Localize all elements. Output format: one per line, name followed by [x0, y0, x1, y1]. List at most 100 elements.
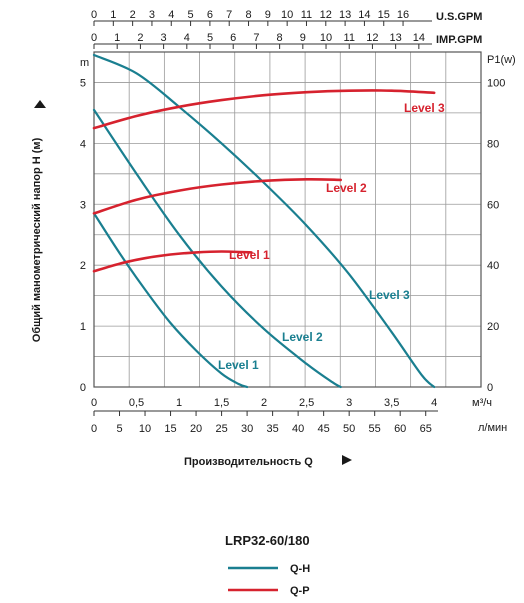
- impgpm-tick-label: 9: [300, 32, 306, 44]
- usgpm-tick-label: 7: [226, 9, 232, 21]
- qp-level-3-label: Level 3: [404, 101, 445, 115]
- impgpm-tick-label: 13: [390, 32, 402, 44]
- y2-tick-label: 40: [487, 260, 499, 272]
- usgpm-tick-label: 14: [358, 9, 370, 21]
- legend-label-q-h: Q-H: [290, 563, 310, 575]
- qh-level-2-label: Level 2: [282, 330, 323, 344]
- usgpm-tick-label: 10: [281, 9, 293, 21]
- x-axis-title: Производительность Q: [184, 456, 313, 468]
- impgpm-tick-label: 12: [366, 32, 378, 44]
- usgpm-tick-label: 4: [168, 9, 174, 21]
- impgpm-tick-label: 11: [344, 32, 355, 44]
- qh-level-2-curve: [92, 108, 342, 389]
- x-tick-label-m3h: 1,5: [214, 397, 229, 409]
- plot-grid: [94, 51, 481, 387]
- y-tick-label: 1: [80, 321, 86, 333]
- x-tick-label-m3h: 3: [346, 397, 352, 409]
- lmin-unit: л/мин: [478, 422, 507, 434]
- y2-axis-ticks: 0 20 40 60 80 100: [487, 77, 505, 394]
- usgpm-tick-label: 3: [149, 9, 155, 21]
- x-axis-arrow-icon: [342, 455, 352, 465]
- usgpm-tick-label: 16: [397, 9, 409, 21]
- x-tick-label-lmin: 15: [164, 423, 176, 435]
- x-tick-label-m3h: 0: [91, 397, 97, 409]
- impgpm-tick-label: 2: [137, 32, 143, 44]
- series-group: [92, 53, 436, 389]
- x-tick-label-lmin: 55: [369, 423, 381, 435]
- x-tick-label-lmin: 30: [241, 423, 253, 435]
- qh-level-3-curve: [92, 53, 436, 389]
- usgpm-tick-label: 2: [130, 9, 136, 21]
- top-scale-ticks: 0 1 2 3 4 5 6 7 8 9 10 11 12 13 14 15 160 1 2 3 4 5 6 7 8 9 10 11 12…: [91, 9, 425, 49]
- model-name: LRP32-60/180: [225, 533, 310, 548]
- y-tick-label: 4: [80, 138, 86, 150]
- x-tick-label-lmin: 40: [292, 423, 304, 435]
- y2-tick-label: 100: [487, 77, 505, 89]
- impgpm-tick-label: 4: [184, 32, 190, 44]
- usgpm-unit: U.S.GPM: [436, 11, 482, 23]
- y2-tick-label: 60: [487, 199, 499, 211]
- qh-level-1-label: Level 1: [218, 358, 259, 372]
- legend-label-q-p: Q-P: [290, 585, 310, 597]
- usgpm-tick-label: 5: [188, 9, 194, 21]
- qp-level-2-curve: [92, 177, 342, 215]
- x-axis-ticks-m3h: 0 0,5 1 1,5 2 2,5 3 3,5 4: [91, 397, 437, 409]
- qp-level-2-label: Level 2: [326, 181, 367, 195]
- impgpm-tick-label: 10: [320, 32, 332, 44]
- x-tick-label-lmin: 60: [394, 423, 406, 435]
- impgpm-tick-label: 0: [91, 32, 97, 44]
- qh-level-1-curve: [92, 212, 249, 389]
- qh-level-3-label: Level 3: [369, 288, 410, 302]
- x-tick-label-lmin: 65: [420, 423, 432, 435]
- qp-level-1-curve: [92, 250, 253, 273]
- impgpm-tick-label: 1: [114, 32, 120, 44]
- y-tick-label: 5: [80, 77, 86, 89]
- qp-level-1-label: Level 1: [229, 248, 270, 262]
- x-tick-label-m3h: 2: [261, 397, 267, 409]
- usgpm-tick-label: 15: [378, 9, 390, 21]
- qp-level-3-curve: [92, 89, 436, 130]
- x-tick-label-lmin: 25: [215, 423, 227, 435]
- usgpm-tick-label: 6: [207, 9, 213, 21]
- y2-axis-unit: P1(w): [487, 54, 516, 66]
- x-tick-label-lmin: 50: [343, 423, 355, 435]
- y2-tick-label: 80: [487, 138, 499, 150]
- m3h-unit: м³/ч: [472, 397, 492, 409]
- y-axis-unit: m: [80, 57, 89, 69]
- usgpm-tick-label: 11: [301, 9, 312, 21]
- x-tick-label-m3h: 1: [176, 397, 182, 409]
- x-tick-label-lmin: 10: [139, 423, 151, 435]
- y-tick-label: 0: [80, 382, 86, 394]
- usgpm-tick-label: 8: [245, 9, 251, 21]
- x-tick-label-m3h: 2,5: [299, 397, 314, 409]
- impgpm-tick-label: 8: [277, 32, 283, 44]
- y-tick-label: 2: [80, 260, 86, 272]
- usgpm-tick-label: 1: [110, 9, 116, 21]
- usgpm-tick-label: 12: [320, 9, 332, 21]
- impgpm-tick-label: 7: [253, 32, 259, 44]
- x-tick-label-lmin: 45: [318, 423, 330, 435]
- usgpm-tick-label: 13: [339, 9, 351, 21]
- y2-tick-label: 20: [487, 321, 499, 333]
- x-tick-label-m3h: 4: [431, 397, 437, 409]
- y-axis-title: Общий манометрический напор H (м): [31, 137, 43, 342]
- x-tick-label-lmin: 35: [266, 423, 278, 435]
- legend: Q-H Q-P: [228, 563, 310, 597]
- impgpm-tick-label: 3: [161, 32, 167, 44]
- impgpm-tick-label: 5: [207, 32, 213, 44]
- y-axis-arrow-icon: [34, 100, 46, 108]
- impgpm-tick-label: 14: [413, 32, 425, 44]
- plot-frame: [93, 51, 482, 388]
- usgpm-tick-label: 9: [265, 9, 271, 21]
- x-tick-label-lmin: 20: [190, 423, 202, 435]
- x-tick-label-m3h: 0,5: [129, 397, 144, 409]
- x-tick-label-m3h: 3,5: [384, 397, 399, 409]
- x-tick-label-lmin: 5: [116, 423, 122, 435]
- impgpm-unit: IMP.GPM: [436, 34, 482, 46]
- x-axis-ticks-lmin: 0 5 10 15 20 25 30 35 40 45 50 55 60 65: [91, 411, 432, 435]
- x-tick-label-lmin: 0: [91, 423, 97, 435]
- impgpm-tick-label: 6: [230, 32, 236, 44]
- y-tick-label: 3: [80, 199, 86, 211]
- y-axis-ticks: 0 1 2 3 4 5: [80, 77, 86, 394]
